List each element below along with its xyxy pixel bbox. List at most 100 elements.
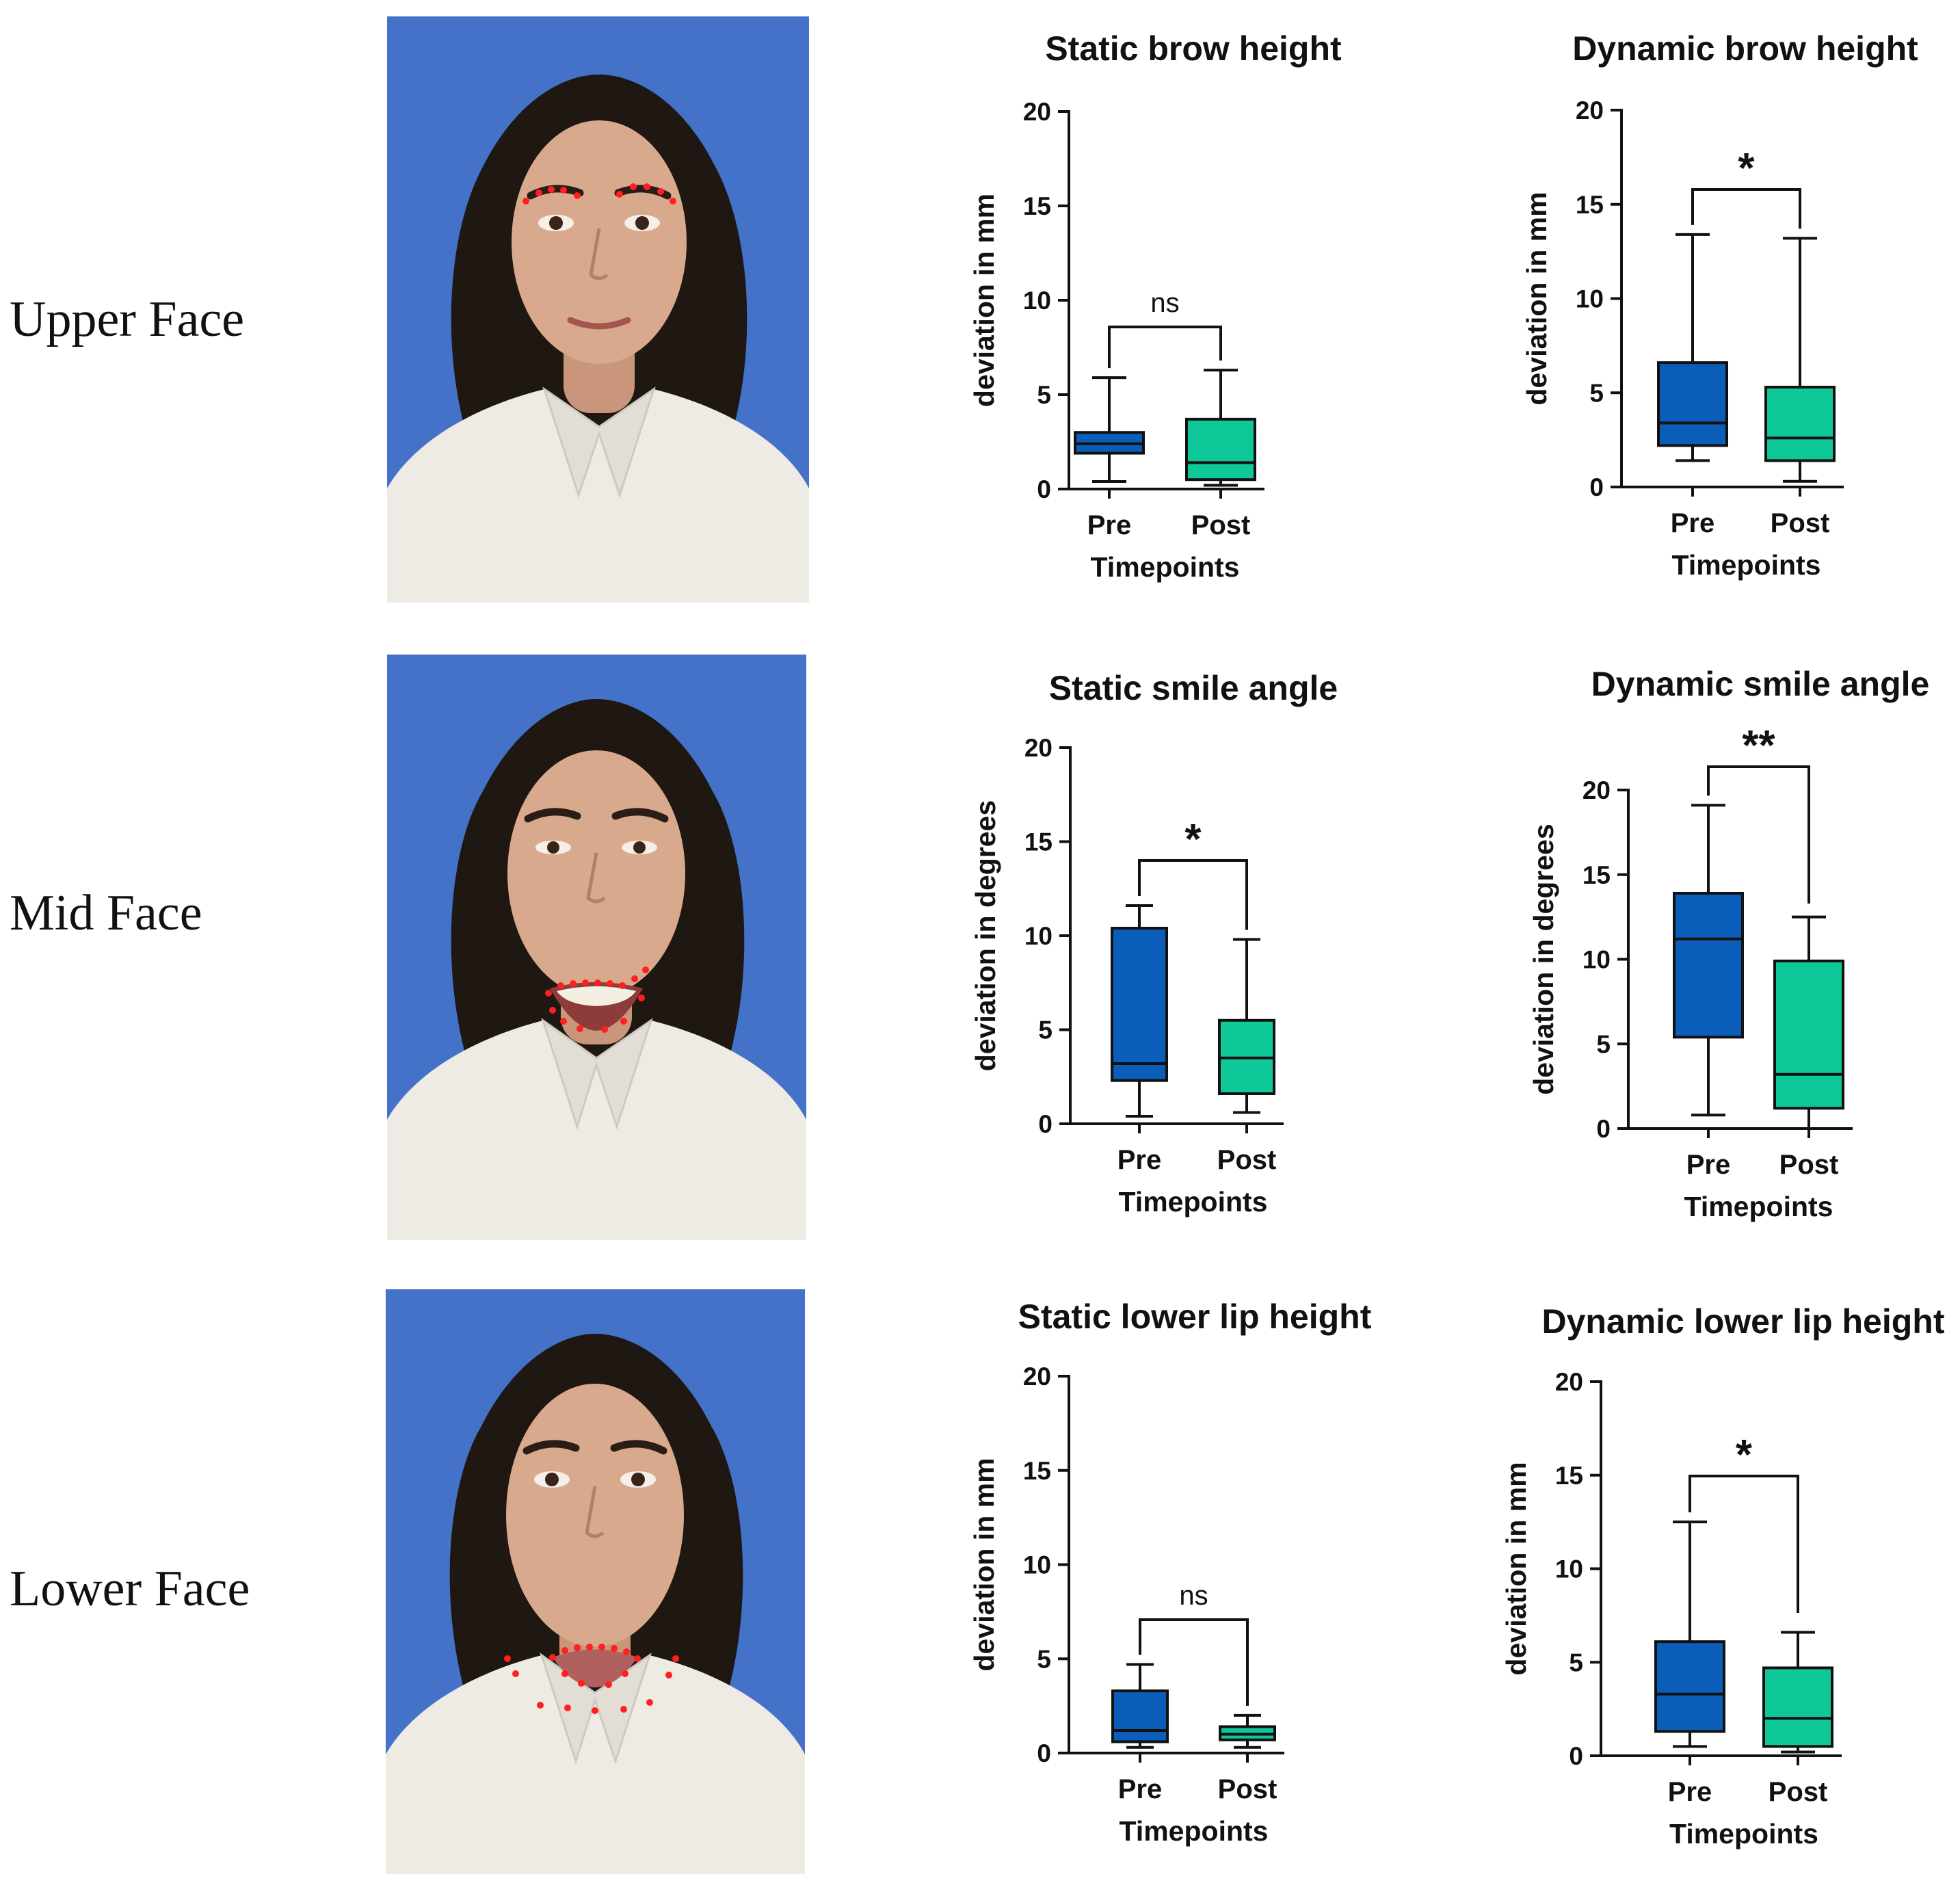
y-axis-label: deviation in mm: [968, 194, 1000, 407]
y-tick-label: 15: [1023, 192, 1051, 220]
face-photo-lower-landmarks-icon: [386, 1289, 805, 1874]
teeth-shape: [557, 986, 636, 1006]
x-tick-label: Pre: [1087, 510, 1132, 540]
box-pre: [1657, 361, 1728, 447]
chart-title: Dynamic brow height: [1572, 29, 1918, 68]
y-axis-label: deviation in mm: [1521, 192, 1552, 405]
eyebrow-right: [610, 1440, 667, 1455]
shirt-shape: [387, 1020, 806, 1240]
shirt-collar-shape: [541, 1018, 653, 1130]
shirt-collar-shape: [542, 386, 656, 499]
x-axis-label: Timepoints: [1672, 549, 1821, 581]
eyebrow-left: [522, 1440, 580, 1455]
y-tick-label: 10: [1576, 285, 1604, 313]
significance-label: *: [1184, 816, 1202, 863]
y-tick-label: 5: [1596, 1030, 1611, 1058]
y-tick-label: 20: [1555, 1368, 1583, 1396]
x-tick-label: Post: [1217, 1145, 1277, 1175]
row-label-lower-face: Lower Face: [10, 1561, 250, 1617]
chart-title: Static smile angle: [1049, 669, 1338, 707]
significance-label: ns: [1150, 288, 1179, 318]
face-shape: [512, 120, 687, 364]
y-axis-label: deviation in degrees: [1528, 824, 1559, 1094]
x-tick-label: Post: [1771, 508, 1830, 538]
y-tick-label: 15: [1582, 861, 1611, 889]
x-axis-label: Timepoints: [1669, 1818, 1818, 1849]
y-axis-label: deviation in mm: [1500, 1462, 1532, 1675]
y-tick-label: 10: [1023, 1551, 1051, 1579]
y-tick-label: 20: [1576, 96, 1604, 124]
face-photo-upper-landmarks-icon: [387, 16, 809, 603]
y-tick-label: 20: [1023, 98, 1051, 126]
y-tick-label: 0: [1589, 473, 1604, 501]
x-axis-label: Timepoints: [1119, 1186, 1268, 1217]
box-pre: [1111, 927, 1168, 1082]
nose-shape: [585, 1486, 605, 1538]
eyebrow-right: [611, 808, 669, 823]
x-tick-label: Pre: [1668, 1777, 1712, 1807]
iris-right: [635, 216, 649, 230]
mouth-shape: [553, 1649, 637, 1687]
significance-bracket: [1691, 188, 1801, 229]
x-axis-label: Timepoints: [1684, 1191, 1833, 1222]
box-post: [1773, 959, 1844, 1110]
significance-label: *: [1736, 1432, 1753, 1479]
box-post: [1764, 385, 1836, 462]
box-post: [1762, 1666, 1833, 1748]
iris-left: [545, 1473, 559, 1486]
significance-label: ns: [1179, 1581, 1208, 1611]
y-tick-label: 15: [1555, 1462, 1583, 1490]
y-tick-label: 0: [1037, 1739, 1051, 1767]
iris-right: [631, 1473, 645, 1486]
y-tick-label: 5: [1037, 1645, 1051, 1673]
shirt-collar-shape: [540, 1652, 652, 1765]
smile-landmark-dots: [545, 966, 649, 1033]
iris-left: [547, 841, 559, 854]
y-tick-label: 5: [1037, 381, 1051, 409]
y-tick-label: 20: [1024, 734, 1052, 762]
y-tick-label: 20: [1023, 1362, 1051, 1391]
y-tick-label: 20: [1582, 776, 1611, 804]
significance-label: *: [1738, 145, 1755, 192]
shirt-shape: [387, 389, 809, 603]
iris-left: [549, 216, 563, 230]
significance-bracket: [1707, 765, 1810, 904]
y-axis-label: deviation in mm: [968, 1458, 1000, 1671]
significance-bracket: [1108, 326, 1222, 369]
chart-title: Static brow height: [1045, 29, 1342, 68]
nose-shape: [589, 228, 609, 280]
x-tick-label: Post: [1191, 510, 1251, 540]
iris-right: [633, 841, 646, 854]
y-tick-label: 10: [1555, 1555, 1583, 1583]
box-pre: [1111, 1689, 1169, 1743]
eyebrow-left: [524, 808, 581, 823]
y-tick-label: 0: [1596, 1115, 1611, 1143]
y-tick-label: 10: [1582, 946, 1611, 974]
shirt-shape: [386, 1655, 805, 1874]
significance-bracket: [1139, 1618, 1249, 1706]
nose-shape: [586, 852, 606, 904]
eyebrow-left: [527, 185, 584, 200]
x-tick-label: Post: [1769, 1777, 1828, 1807]
row-label-upper-face: Upper Face: [10, 291, 245, 347]
lower-lip-landmark-dots: [504, 1644, 679, 1714]
x-tick-label: Post: [1218, 1774, 1277, 1804]
mouth-shape: [567, 317, 631, 330]
x-tick-label: Pre: [1686, 1150, 1731, 1180]
significance-label: **: [1742, 722, 1775, 769]
y-tick-label: 15: [1024, 828, 1052, 856]
x-tick-label: Pre: [1117, 1145, 1162, 1175]
y-tick-label: 0: [1569, 1742, 1583, 1770]
y-tick-label: 10: [1024, 922, 1052, 950]
y-tick-label: 10: [1023, 287, 1051, 315]
y-tick-label: 15: [1023, 1457, 1051, 1485]
x-tick-label: Pre: [1671, 508, 1715, 538]
face-photo-mid-landmarks-icon: [387, 655, 806, 1240]
x-tick-label: Post: [1779, 1150, 1839, 1180]
